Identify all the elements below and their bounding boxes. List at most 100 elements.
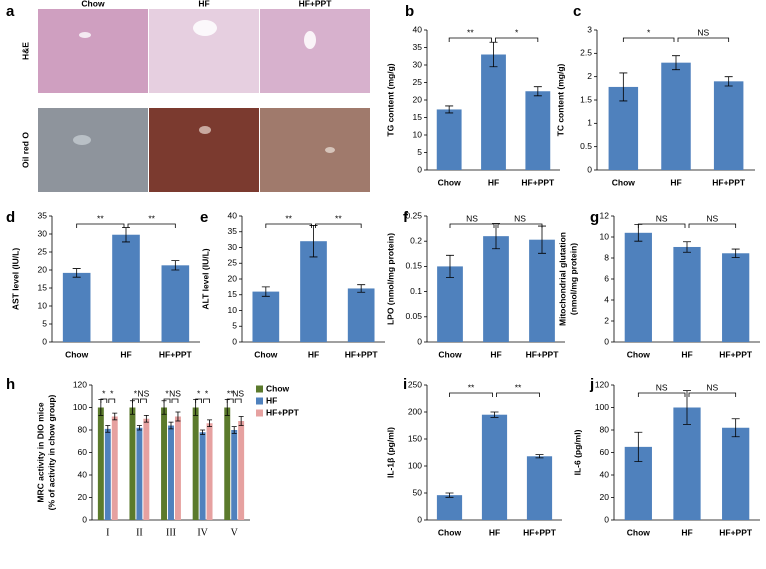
- y-tick-label: 200: [408, 406, 422, 416]
- x-tick-label: Chow: [612, 177, 636, 187]
- bar: [238, 421, 245, 520]
- y-tick-label: 0.2: [410, 235, 422, 245]
- panel-letter: b: [405, 3, 414, 20]
- y-axis-label: (% of activity in chow group): [46, 394, 56, 510]
- error-bar: [357, 284, 366, 293]
- bar: [231, 430, 238, 520]
- significance-bracket: [234, 398, 242, 403]
- bar: [481, 54, 506, 170]
- x-tick-label: III: [166, 527, 176, 538]
- bar: [525, 91, 551, 170]
- y-axis-label: IL-1β (pg/ml): [385, 427, 395, 478]
- y-axis-label: Mitochondrial glutation: [557, 232, 567, 326]
- y-tick-label: 120: [73, 379, 87, 389]
- bar: [129, 407, 136, 520]
- bar: [161, 407, 168, 520]
- y-tick-label: 25: [228, 258, 238, 268]
- error-bar: [72, 268, 81, 278]
- error-bar: [261, 286, 270, 297]
- significance-label: *: [647, 27, 651, 37]
- column-label: HF: [198, 0, 209, 8]
- y-tick-label: 25: [413, 77, 423, 87]
- y-tick-label: 10: [228, 305, 238, 315]
- panel-a: a Chow HF HF+PPT H&E Oil red O: [6, 0, 370, 192]
- bar: [526, 456, 553, 520]
- significance-label: NS: [656, 213, 668, 223]
- y-tick-label: 0: [604, 336, 609, 346]
- bar: [112, 234, 140, 342]
- significance-bracket: [449, 223, 495, 228]
- y-tick-label: 40: [600, 469, 610, 479]
- significance-bracket: [127, 223, 176, 228]
- y-tick-label: 5: [42, 318, 47, 328]
- significance-label: NS: [137, 388, 149, 398]
- y-tick-label: 80: [600, 424, 610, 434]
- y-tick-label: 150: [408, 433, 422, 443]
- significance-label: NS: [706, 382, 718, 392]
- y-tick-label: 40: [228, 210, 238, 220]
- y-tick-label: 60: [600, 447, 610, 457]
- y-tick-label: 0: [587, 164, 592, 174]
- significance-label: NS: [656, 382, 668, 392]
- error-bar: [724, 76, 733, 87]
- significance-bracket: [76, 223, 125, 228]
- significance-bracket: [688, 392, 737, 397]
- significance-label: **: [468, 382, 475, 392]
- x-tick-label: I: [106, 527, 109, 538]
- significance-label: *: [110, 388, 114, 398]
- error-bar: [634, 431, 643, 462]
- significance-bracket: [132, 398, 139, 403]
- y-tick-label: 0: [417, 514, 422, 524]
- significance-label: **: [97, 213, 104, 223]
- bar: [673, 246, 701, 342]
- micrograph-detail: [199, 126, 211, 134]
- bar: [252, 291, 280, 342]
- x-tick-label: Chow: [438, 349, 462, 359]
- significance-label: **: [335, 213, 342, 223]
- error-bar: [143, 414, 149, 423]
- bar: [206, 423, 213, 520]
- significance-label: **: [467, 27, 474, 37]
- y-axis-label: (nmol/mg protein): [568, 243, 578, 315]
- significance-label: *: [515, 27, 519, 37]
- legend-label: Chow: [266, 383, 290, 393]
- error-bar: [731, 418, 740, 438]
- significance-bracket: [677, 37, 730, 42]
- row-label: H&E: [20, 42, 30, 60]
- bar: [300, 241, 327, 342]
- significance-label: *: [165, 388, 169, 398]
- y-tick-label: 30: [413, 59, 423, 69]
- y-tick-label: 80: [78, 424, 88, 434]
- error-bar: [489, 41, 498, 68]
- error-bar: [136, 425, 142, 431]
- error-bar: [175, 411, 181, 422]
- micrograph: [38, 9, 148, 93]
- significance-label: NS: [169, 388, 181, 398]
- significance-label: **: [148, 213, 155, 223]
- y-tick-label: 20: [413, 94, 423, 104]
- y-tick-label: 30: [228, 242, 238, 252]
- y-tick-label: 0: [82, 514, 87, 524]
- bar: [436, 495, 463, 520]
- significance-bracket: [140, 398, 147, 403]
- y-tick-label: 100: [595, 402, 609, 412]
- y-axis-label: ALT level (IU/L): [200, 248, 210, 309]
- y-tick-label: 0: [417, 164, 422, 174]
- significance-bracket: [448, 37, 492, 42]
- bar: [136, 427, 143, 520]
- panel-letter: e: [200, 209, 208, 226]
- significance-bracket: [171, 398, 179, 403]
- significance-label: *: [102, 388, 106, 398]
- panel-letter: j: [589, 376, 594, 393]
- y-tick-label: 20: [600, 492, 610, 502]
- bar: [722, 253, 750, 342]
- error-bar: [619, 72, 628, 102]
- error-bar: [168, 421, 174, 430]
- y-tick-label: 60: [78, 447, 88, 457]
- x-tick-label: HF+PPT: [523, 527, 557, 537]
- error-bar: [731, 248, 740, 258]
- x-tick-label: Chow: [254, 349, 278, 359]
- error-bar: [445, 492, 454, 498]
- y-tick-label: 20: [38, 264, 48, 274]
